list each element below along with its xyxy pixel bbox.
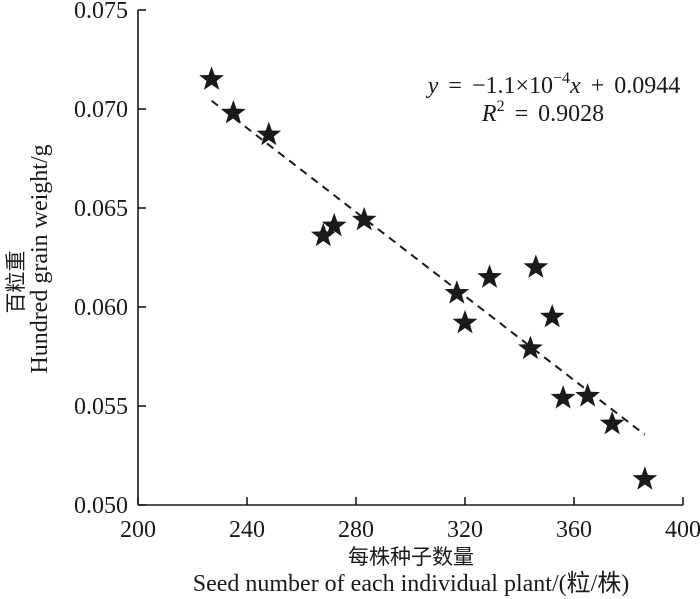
y-tick-label: 0.065 bbox=[74, 196, 128, 222]
y-tick-label: 0.055 bbox=[74, 394, 128, 420]
x-axis-title-zh: 每株种子数量 bbox=[348, 545, 474, 569]
x-axis-title-en: Seed number of each individual plant/(粒/… bbox=[193, 570, 630, 597]
data-point bbox=[599, 410, 625, 435]
data-points bbox=[199, 66, 658, 490]
data-point bbox=[452, 309, 478, 334]
equation-exponent: −4 bbox=[553, 70, 570, 87]
data-point bbox=[221, 99, 246, 124]
data-point bbox=[321, 212, 347, 237]
data-point bbox=[523, 254, 549, 278]
y-tick-label: 0.070 bbox=[74, 97, 128, 123]
equation-intercept: + 0.0944 bbox=[581, 73, 681, 99]
x-tick-label: 240 bbox=[229, 517, 265, 543]
data-point bbox=[632, 466, 658, 490]
x-tick-label: 320 bbox=[447, 517, 483, 543]
x-tick-label: 200 bbox=[120, 517, 156, 543]
equation-coefficient: = −1.1×10 bbox=[438, 73, 553, 99]
r-squared-value: = 0.9028 bbox=[505, 101, 605, 127]
y-tick-label: 0.075 bbox=[74, 0, 128, 24]
data-point bbox=[199, 66, 224, 90]
x-tick-label: 360 bbox=[556, 517, 592, 543]
equation-x-variable: x bbox=[569, 73, 581, 99]
data-point bbox=[518, 335, 543, 360]
y-tick-label: 0.060 bbox=[74, 295, 128, 321]
r-squared-symbol: R bbox=[481, 101, 497, 127]
r-squared-power: 2 bbox=[497, 98, 505, 115]
data-point bbox=[351, 206, 377, 231]
data-point bbox=[575, 383, 600, 407]
y-axis-title-zh: 百粒重 bbox=[4, 251, 28, 314]
data-point bbox=[256, 121, 282, 146]
axes: 200 240 280 320 360 400 0.050 0.055 0.060 0.065 0.… bbox=[74, 0, 700, 543]
data-point bbox=[477, 264, 502, 288]
data-point bbox=[444, 280, 470, 304]
data-point bbox=[550, 385, 576, 409]
x-tick-label: 400 bbox=[665, 517, 700, 543]
equation-y-variable: y bbox=[426, 73, 439, 99]
r-squared: R2 = 0.9028 bbox=[481, 98, 604, 127]
trend-line bbox=[210, 99, 646, 436]
trend-line-layer bbox=[210, 99, 646, 436]
data-point bbox=[310, 222, 336, 247]
y-tick-label: 0.050 bbox=[74, 493, 128, 519]
fit-equation: y = −1.1×10−4x + 0.0944 bbox=[426, 70, 681, 99]
x-tick-label: 280 bbox=[338, 517, 374, 543]
y-axis-title-en: Hundred grain weight/g bbox=[27, 144, 53, 373]
data-point bbox=[539, 303, 565, 328]
